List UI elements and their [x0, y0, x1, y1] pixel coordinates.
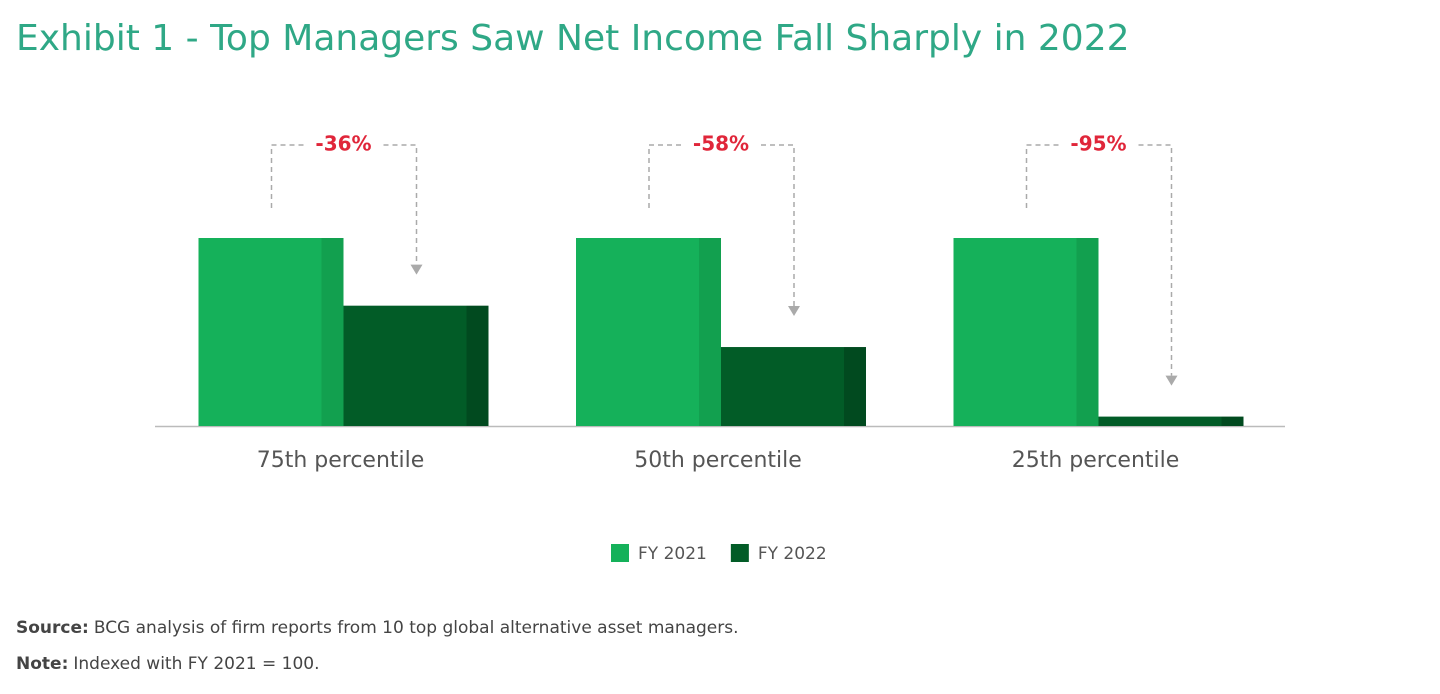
x-tick-label: 25th percentile — [1012, 448, 1180, 473]
change-arrow — [788, 306, 800, 317]
legend-swatch — [730, 544, 749, 562]
change-label: -58% — [693, 132, 749, 156]
change-label: -36% — [315, 132, 371, 156]
bar — [721, 347, 844, 426]
note-text: Indexed with FY 2021 = 100. — [73, 654, 319, 674]
change-arrow — [1165, 375, 1178, 386]
bar — [198, 238, 322, 426]
source: Source: BCG analysis of firm reports from… — [16, 618, 739, 638]
note: Note: Indexed with FY 2021 = 100. — [16, 654, 320, 674]
bar-side — [1221, 416, 1244, 426]
change-label: -95% — [1070, 132, 1126, 156]
bar — [1098, 416, 1222, 426]
bar — [576, 238, 699, 426]
bar-side — [321, 238, 344, 426]
source-label: Source: — [16, 618, 89, 638]
bar — [343, 305, 467, 426]
change-arrow — [410, 264, 423, 275]
legend-label: FY 2022 — [758, 544, 827, 564]
legend-swatch — [611, 544, 629, 562]
bar — [953, 238, 1077, 426]
chart-title: Exhibit 1 - Top Managers Saw Net Income … — [16, 18, 1130, 59]
x-tick-label: 75th percentile — [257, 448, 425, 473]
bar-side — [844, 347, 866, 426]
change-bracket — [270, 144, 418, 265]
bar-side — [466, 305, 489, 426]
change-bracket — [648, 144, 795, 307]
source-text: BCG analysis of firm reports from 10 top… — [94, 618, 739, 638]
change-bracket — [1025, 144, 1173, 376]
note-label: Note: — [16, 654, 68, 674]
bar-side — [1076, 238, 1099, 426]
bar-side — [699, 238, 721, 426]
x-tick-label: 50th percentile — [634, 448, 802, 473]
legend-label: FY 2021 — [638, 544, 707, 564]
